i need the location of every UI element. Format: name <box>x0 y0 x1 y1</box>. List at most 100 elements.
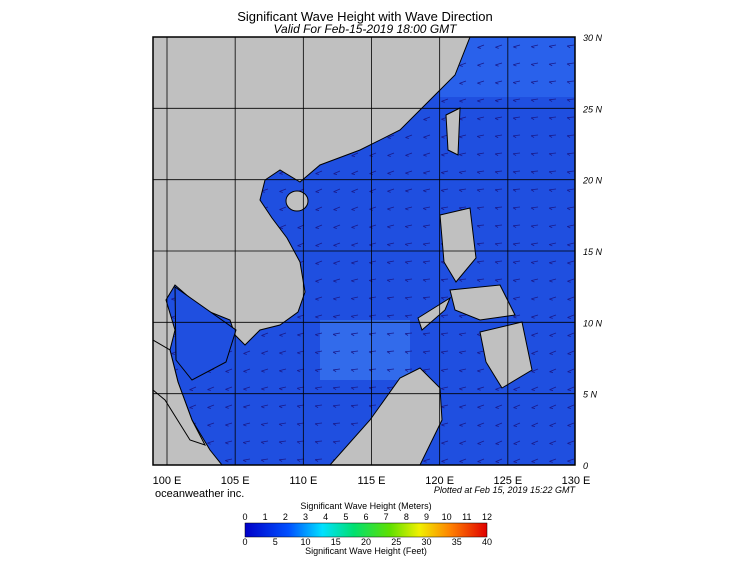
wave-arrow <box>495 80 503 85</box>
wave-arrow <box>386 314 395 318</box>
meter-tick: 11 <box>462 512 471 522</box>
wave-arrow <box>441 440 449 445</box>
wave-arrow <box>423 170 431 175</box>
wave-arrow <box>422 206 431 211</box>
wave-arrow <box>260 440 269 445</box>
wave-arrow <box>440 296 449 300</box>
wave-arrow <box>512 116 521 121</box>
wave-arrow <box>494 260 503 264</box>
wave-arrow <box>333 296 341 301</box>
meter-tick: 5 <box>343 512 348 522</box>
wave-arrow <box>404 350 413 354</box>
wave-arrow <box>279 332 287 337</box>
map-frame <box>152 36 576 466</box>
wave-arrow <box>405 188 413 193</box>
lat-label: 5 N <box>583 390 598 400</box>
wave-arrow <box>549 440 557 445</box>
wave-arrow <box>387 170 395 175</box>
wave-arrow <box>314 458 323 462</box>
lat-label: 15 N <box>583 247 603 257</box>
wave-arrow <box>567 440 575 445</box>
wave-arrow <box>207 422 215 427</box>
wave-arrow <box>279 350 287 355</box>
wave-arrow <box>387 134 395 139</box>
meter-tick: 9 <box>424 512 429 522</box>
wave-arrow <box>243 350 251 355</box>
wave-arrow <box>513 458 521 463</box>
wave-arrow <box>567 458 575 463</box>
wave-arrow <box>513 422 521 427</box>
wave-arrow <box>476 278 485 282</box>
wave-arrow <box>548 98 557 102</box>
wave-arrow <box>296 458 305 462</box>
wave-arrow <box>314 422 323 426</box>
wave-arrow <box>476 134 485 139</box>
taiwan <box>445 107 461 156</box>
wave-arrow <box>440 314 449 318</box>
lat-label: 10 N <box>583 318 603 328</box>
wave-arrow <box>459 386 467 391</box>
meter-tick: 1 <box>263 512 268 522</box>
wave-arrow <box>549 350 557 355</box>
wave-arrow <box>278 440 287 445</box>
wave-arrow <box>476 242 485 246</box>
wave-arrow <box>459 98 467 103</box>
wave-arrow <box>458 206 467 210</box>
wave-arrow <box>243 404 251 409</box>
wave-arrow <box>350 404 359 408</box>
wave-arrow <box>386 278 395 283</box>
wave-arrow <box>513 404 521 409</box>
wave-arrow <box>459 80 467 85</box>
wave-arrow <box>567 422 575 427</box>
wave-arrow <box>531 386 539 391</box>
wave-arrow <box>422 296 431 300</box>
wave-arrow <box>458 170 467 175</box>
wave-arrow <box>548 224 557 229</box>
wave-arrow <box>440 368 449 373</box>
feet-tick: 35 <box>452 537 462 547</box>
sea-shade <box>320 320 410 380</box>
wave-arrow <box>549 422 557 427</box>
wave-arrow <box>351 152 359 157</box>
wave-arrow <box>404 368 413 372</box>
wave-arrow <box>332 368 341 373</box>
wave-arrow <box>567 296 575 301</box>
wave-arrow <box>315 170 323 175</box>
wave-arrow <box>530 152 539 156</box>
wave-arrow <box>494 206 503 210</box>
wave-arrow <box>548 206 557 211</box>
wave-arrow <box>261 404 269 409</box>
lon-labels: 100 E 105 E 110 E 115 E 120 E 125 E 130 E <box>153 475 591 487</box>
wave-arrow <box>513 386 521 391</box>
wave-arrow <box>512 98 521 103</box>
wave-arrow <box>369 224 377 229</box>
colorbar-ticks: 0 1 2 3 4 5 6 7 8 9 10 11 120 5 10 15 20 25 30 35 40 <box>242 512 492 547</box>
wave-arrow <box>531 404 539 409</box>
wave-arrow <box>350 386 359 390</box>
wave-arrow <box>333 224 341 229</box>
wave-arrow <box>531 332 539 337</box>
wave-arrow <box>566 98 575 102</box>
meter-tick: 8 <box>404 512 409 522</box>
wave-arrow <box>477 80 485 85</box>
wave-arrow <box>512 260 521 265</box>
wave-arrow <box>422 242 431 247</box>
wave-arrow <box>512 152 521 156</box>
wave-arrow <box>566 170 575 174</box>
wave-arrow <box>512 278 521 283</box>
wave-arrow <box>458 332 467 337</box>
wave-arrow <box>315 206 323 211</box>
wave-arrow <box>260 458 269 463</box>
wave-arrow <box>405 134 413 139</box>
wave-arrow <box>333 206 341 211</box>
wave-arrow <box>477 440 485 445</box>
wave-arrow <box>567 260 575 265</box>
colorbar-feet-title: Significant Wave Height (Feet) <box>305 546 427 556</box>
wave-arrow <box>566 80 575 84</box>
wave-arrow <box>549 296 557 301</box>
wave-arrow <box>512 206 521 210</box>
wave-arrow <box>459 368 467 373</box>
wave-arrow <box>513 62 521 67</box>
wave-arrow <box>440 278 449 282</box>
wave-arrow <box>530 134 539 138</box>
